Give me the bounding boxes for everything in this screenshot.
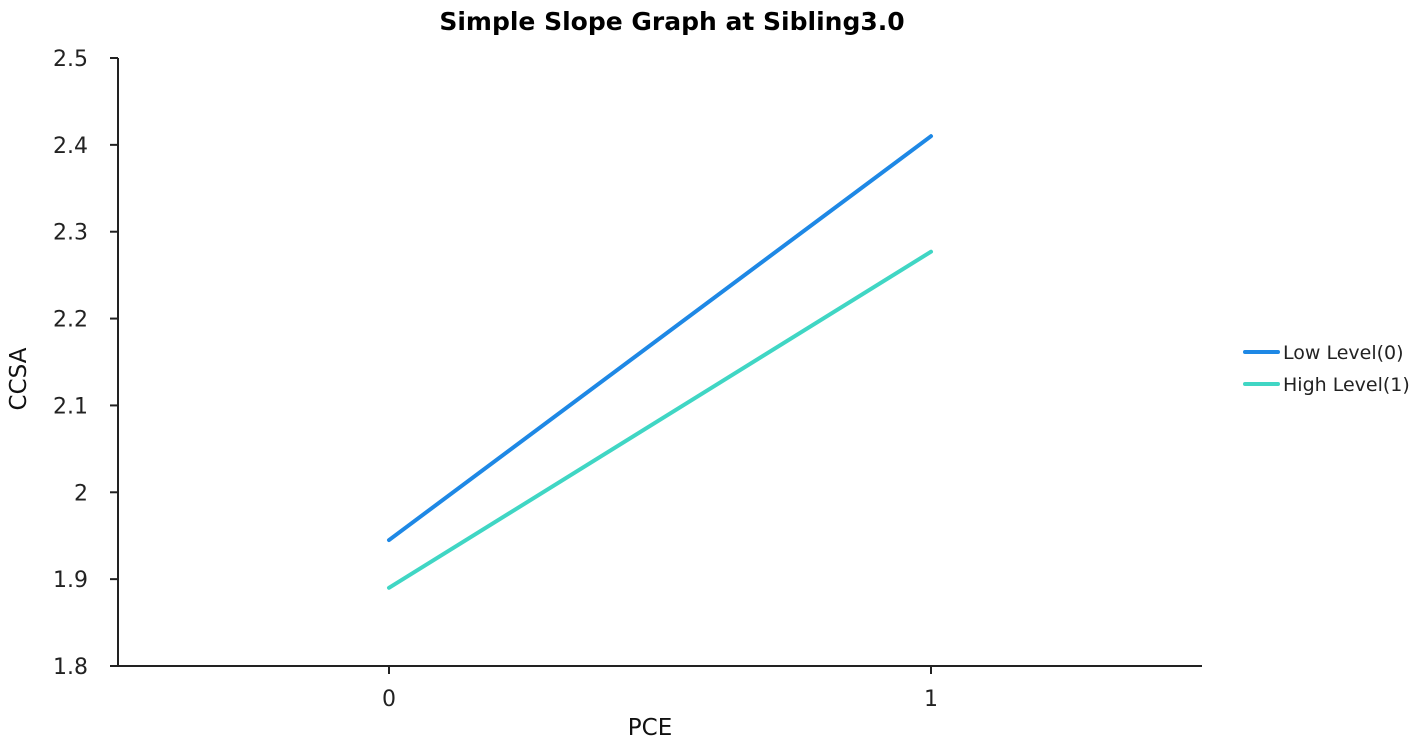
legend-label: High Level(1) [1283, 374, 1410, 396]
axes [117, 58, 1202, 667]
y-tick-label: 2.4 [53, 134, 88, 159]
y-tick-label: 2.1 [53, 394, 88, 419]
y-tick-label: 1.8 [53, 655, 88, 680]
y-tick-label: 2.5 [53, 47, 88, 72]
y-axis-label: CCSA [6, 347, 32, 410]
y-tick-label: 2.2 [53, 308, 88, 333]
series-lines [387, 134, 933, 590]
legend-label: Low Level(0) [1283, 342, 1404, 364]
y-tick-label: 2 [74, 481, 88, 506]
y-tick-label: 2.3 [53, 221, 88, 246]
x-tick-label: 1 [924, 687, 938, 712]
series-line-high-level [387, 249, 933, 590]
chart-title: Simple Slope Graph at Sibling3.0 [439, 7, 904, 36]
y-tick-label: 1.9 [53, 568, 88, 593]
x-axis-label: PCE [628, 715, 672, 741]
x-tick-label: 0 [382, 687, 396, 712]
legend: Low Level(0) High Level(1) [1243, 342, 1410, 396]
series-line-low-level [387, 134, 933, 543]
y-axis-ticks: 1.8 1.9 2 2.1 2.2 2.3 2.4 2.5 [53, 47, 118, 680]
